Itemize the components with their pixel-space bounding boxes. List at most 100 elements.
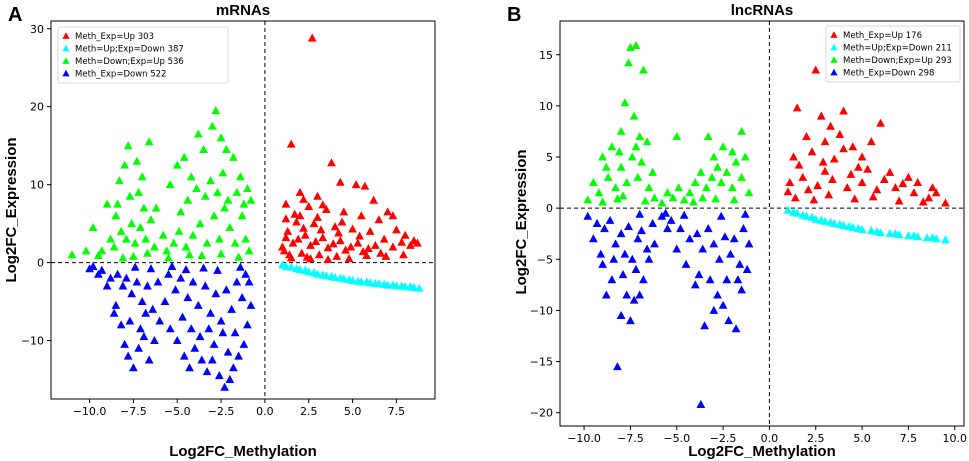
y-tick-label: −20: [530, 407, 553, 420]
scatter-points-a: [67, 33, 424, 391]
point-down-down: [650, 239, 659, 248]
point-down-down: [624, 221, 633, 231]
point-up-down: [281, 261, 291, 270]
point-up-up: [281, 199, 291, 208]
point-up-up: [789, 152, 798, 161]
point-up-up: [913, 177, 923, 187]
point-down-down: [241, 269, 251, 278]
point-up-up: [857, 152, 867, 161]
point-down-down: [742, 264, 752, 273]
point-down-down: [243, 320, 252, 329]
point-down-up: [601, 162, 611, 171]
point-up-up: [909, 188, 919, 197]
point-up-down: [844, 221, 854, 231]
point-up-up: [339, 207, 349, 216]
point-down-down: [718, 300, 728, 309]
point-up-down: [885, 229, 895, 238]
point-down-down: [122, 273, 131, 282]
x-tick-label: 0.0: [256, 405, 274, 418]
point-up-up: [876, 118, 885, 127]
x-tick-label: 0.0: [761, 432, 779, 445]
y-axis-b: −20 −15 −10 −5 0 5 10 15: [530, 49, 560, 420]
point-down-up: [234, 252, 243, 261]
point-up-up: [891, 183, 900, 192]
point-down-up: [213, 187, 222, 196]
point-down-down: [221, 285, 231, 294]
point-down-up: [716, 177, 726, 187]
point-down-down: [213, 265, 222, 274]
point-down-up: [639, 65, 648, 74]
legend-entry: Meth_Exp=Down 522: [75, 70, 166, 80]
point-down-down: [146, 264, 156, 273]
point-down-down: [178, 312, 187, 321]
point-down-up: [144, 137, 154, 146]
point-down-up: [127, 219, 137, 228]
point-down-down: [696, 399, 706, 408]
point-down-down: [232, 277, 242, 286]
legend-marker: [830, 56, 838, 63]
point-down-down: [190, 343, 200, 352]
point-up-up: [807, 147, 817, 156]
y-axis-label-b: Log2FC_Expression: [513, 149, 530, 294]
point-down-up: [181, 242, 191, 251]
point-down-down: [134, 343, 144, 352]
point-down-up: [607, 142, 617, 151]
point-up-up: [941, 198, 950, 207]
point-down-up: [209, 211, 219, 220]
y-tick-label: 10: [539, 100, 553, 113]
point-down-down: [227, 304, 236, 313]
point-down-up: [132, 156, 142, 165]
point-down-up: [709, 152, 719, 161]
point-up-up: [803, 185, 813, 194]
point-down-down: [211, 289, 221, 298]
point-down-down: [642, 244, 652, 253]
legend-entry: Meth_Exp=Up 303: [75, 32, 154, 42]
point-up-down: [816, 215, 826, 224]
x-axis-label-a: Log2FC_Methylation: [169, 443, 317, 460]
point-down-up: [225, 222, 235, 231]
point-down-up: [120, 160, 130, 169]
legend-marker: [830, 31, 838, 38]
point-up-up: [879, 174, 889, 183]
point-up-up: [297, 248, 307, 257]
point-up-down: [891, 229, 900, 238]
legend-marker: [62, 57, 70, 64]
point-down-down: [733, 275, 743, 284]
point-up-up: [369, 195, 379, 204]
point-down-down: [609, 254, 619, 263]
point-down-down: [144, 355, 154, 364]
point-down-down: [237, 293, 247, 302]
point-up-down: [835, 219, 845, 228]
point-up-down: [318, 270, 328, 279]
point-down-up: [123, 141, 133, 150]
point-down-down: [735, 259, 745, 268]
point-up-up: [323, 254, 333, 263]
point-down-down: [644, 254, 654, 263]
point-up-up: [866, 137, 876, 146]
point-up-up: [868, 192, 878, 201]
point-down-up: [614, 147, 624, 156]
point-down-down: [116, 320, 126, 329]
y-tick-label: −10: [21, 335, 44, 348]
point-down-down: [141, 308, 151, 317]
point-down-down: [679, 210, 689, 219]
point-up-down: [922, 233, 932, 242]
point-down-up: [137, 172, 147, 181]
point-down-up: [136, 222, 145, 231]
point-down-up: [230, 238, 240, 247]
point-down-up: [93, 250, 103, 260]
y-tick-label: 0: [546, 202, 553, 215]
y-tick-label: 15: [539, 49, 553, 62]
point-up-up: [348, 224, 357, 233]
point-down-down: [153, 277, 163, 286]
point-down-up: [703, 131, 713, 141]
plot-frame-a: [50, 20, 436, 400]
y-tick-label: −15: [530, 356, 553, 369]
point-up-down: [783, 205, 793, 214]
point-down-up: [214, 234, 224, 243]
point-down-down: [633, 234, 643, 243]
point-down-down: [165, 324, 175, 333]
point-up-up: [809, 195, 819, 204]
point-up-up: [785, 177, 795, 187]
point-down-down: [703, 224, 713, 233]
